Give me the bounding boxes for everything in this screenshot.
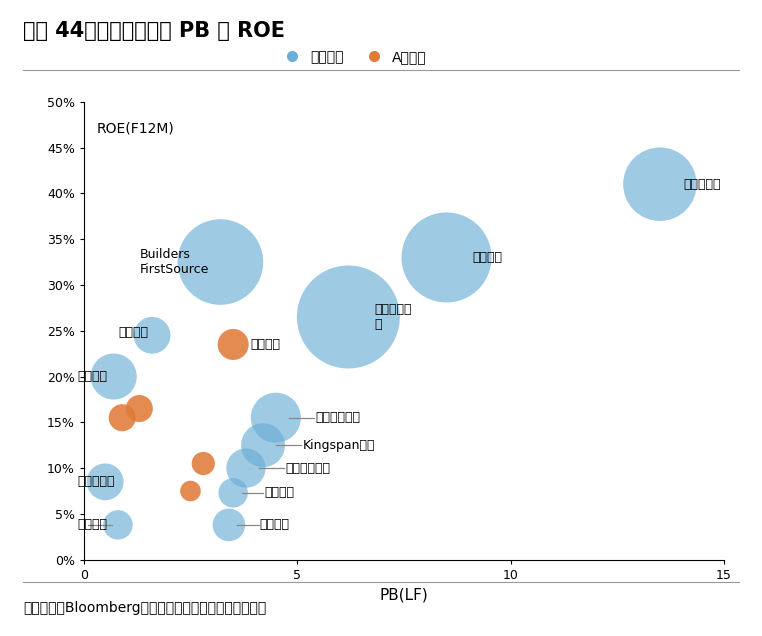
Point [440, 252, 453, 263]
Text: 江森自控国际: 江森自控国际 [285, 462, 330, 474]
Point [240, 463, 252, 473]
Point [197, 459, 210, 469]
Text: 法国圣戈班: 法国圣戈班 [78, 475, 115, 488]
Point [227, 340, 239, 350]
Point [146, 330, 158, 340]
Point [270, 413, 282, 423]
Point [133, 403, 146, 413]
Text: 特灵科技: 特灵科技 [472, 251, 502, 264]
Text: 大金工业: 大金工业 [260, 518, 290, 532]
Text: 开利全球公
司: 开利全球公 司 [374, 303, 411, 331]
Text: 坚朗五金: 坚朗五金 [78, 518, 107, 532]
X-axis label: PB(LF): PB(LF) [379, 587, 428, 602]
Point [112, 520, 124, 530]
Point [184, 486, 197, 496]
Text: 吉博力集团: 吉博力集团 [684, 177, 721, 191]
Point [257, 440, 269, 450]
Point [227, 488, 239, 498]
Text: 北新建材: 北新建材 [118, 326, 148, 339]
Point [654, 179, 666, 190]
Text: 资料来源：Bloomberg，兴业证券经济与金融研究院整理: 资料来源：Bloomberg，兴业证券经济与金融研究院整理 [23, 601, 266, 615]
Text: Kingspan集团: Kingspan集团 [303, 439, 375, 452]
Point [223, 520, 235, 530]
Point [342, 312, 354, 322]
Text: ROE(F12M): ROE(F12M) [97, 122, 174, 136]
Text: 中菱环境: 中菱环境 [264, 487, 294, 499]
Legend: 建筑产品, A股龙头: 建筑产品, A股龙头 [273, 45, 433, 70]
Text: Builders
FirstSource: Builders FirstSource [139, 248, 209, 276]
Point [116, 413, 128, 423]
Text: 图表 44、建筑产品行业 PB 与 ROE: 图表 44、建筑产品行业 PB 与 ROE [23, 22, 285, 41]
Point [107, 371, 120, 382]
Text: 伟星新材: 伟星新材 [250, 338, 280, 351]
Text: 亚萨合莱集团: 亚萨合莱集团 [315, 411, 360, 424]
Point [214, 257, 226, 267]
Point [99, 477, 111, 487]
Text: 旗滨集团: 旗滨集团 [78, 370, 107, 383]
